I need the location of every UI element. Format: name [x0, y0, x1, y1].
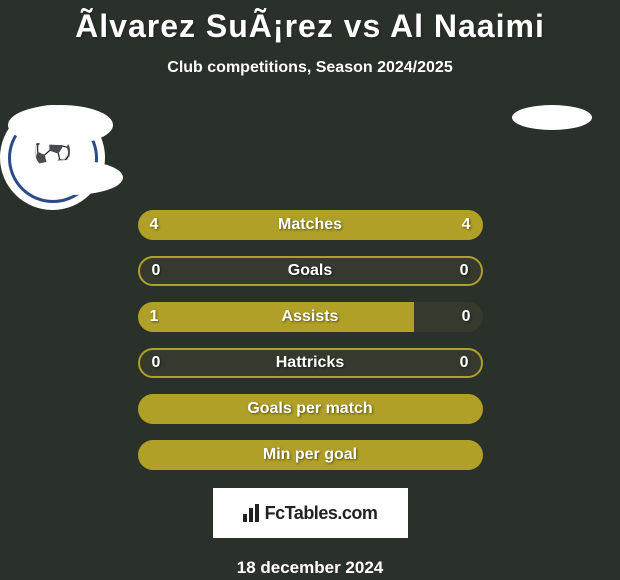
stat-left-value: 1 [150, 308, 159, 326]
page-title: Ãlvarez SuÃ¡rez vs Al Naaimi [0, 0, 620, 45]
player-left-logo-1 [8, 105, 113, 145]
stat-right-value: 0 [460, 262, 469, 280]
stat-label: Hattricks [276, 354, 344, 372]
stat-right-value: 4 [462, 216, 471, 234]
stat-label: Goals per match [247, 400, 372, 418]
stat-rows: Matches44Goals00Assists10Hattricks00Goal… [138, 210, 483, 470]
player-left-logo-2 [18, 160, 123, 195]
bar-chart-icon [243, 504, 259, 522]
logo-text: FcTables.com [265, 503, 378, 524]
date-label: 18 december 2024 [0, 558, 620, 578]
player-right-logo-1 [512, 105, 592, 130]
content-area: ⚽ 1945 Matches44Goals00Assists10Hattrick… [0, 105, 620, 578]
stat-row: Min per goal [138, 440, 483, 470]
stat-left-value: 0 [152, 262, 161, 280]
stat-row: Matches 4 4 [138, 210, 483, 240]
fctables-logo: FcTables.com [213, 488, 408, 538]
stat-label: Goals [288, 262, 332, 280]
stat-row: Hattricks 0 0 [138, 348, 483, 378]
stat-left-value: 4 [150, 216, 159, 234]
stat-label: Min per goal [263, 446, 357, 464]
bar-left [138, 302, 414, 332]
stat-left-value: 0 [152, 354, 161, 372]
stat-label: Assists [282, 308, 339, 326]
subtitle: Club competitions, Season 2024/2025 [0, 59, 620, 77]
stat-right-value: 0 [460, 354, 469, 372]
stat-right-value: 0 [462, 308, 471, 326]
stat-row: Goals per match [138, 394, 483, 424]
comparison-card: Ãlvarez SuÃ¡rez vs Al Naaimi Club compet… [0, 0, 620, 580]
stat-row: Goals 0 0 [138, 256, 483, 286]
stat-label: Matches [278, 216, 342, 234]
stat-row: Assists 1 0 [138, 302, 483, 332]
